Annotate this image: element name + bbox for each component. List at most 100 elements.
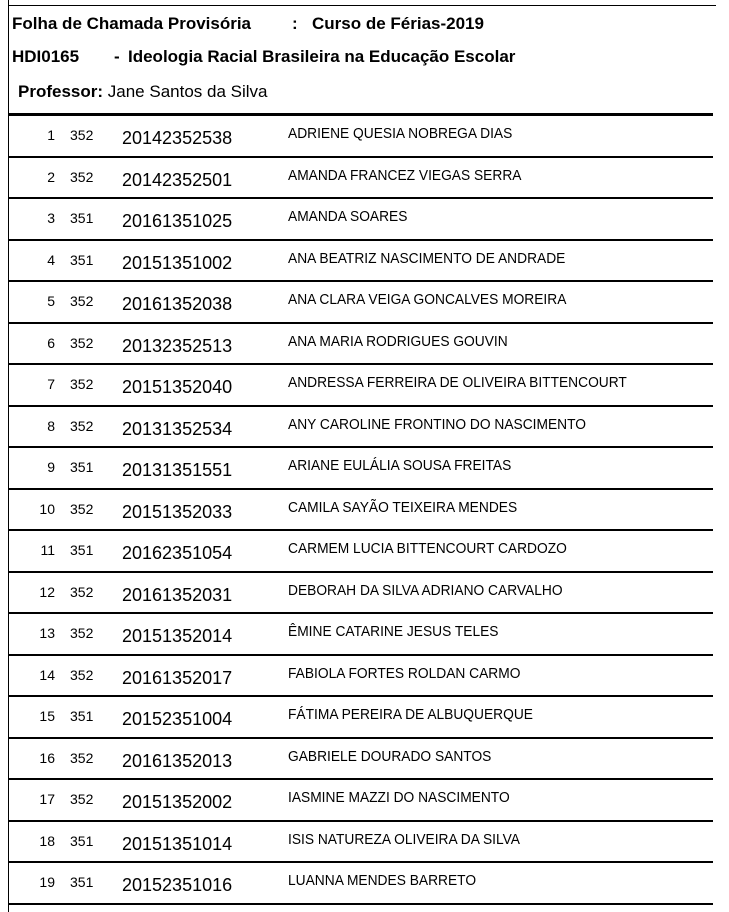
student-number: 19 [39, 874, 55, 890]
class-code: 351 [70, 210, 94, 226]
student-number: 1 [47, 127, 55, 143]
class-code: 352 [70, 293, 94, 309]
student-name: ANA BEATRIZ NASCIMENTO DE ANDRADE [288, 250, 566, 267]
student-row: 16 352 20161352013 GABRIELE DOURADO SANTOS [8, 739, 713, 780]
student-number: 10 [39, 500, 55, 517]
student-number: 8 [47, 417, 55, 434]
registration-number: 20152351004 [122, 709, 233, 729]
class-code: 351 [70, 459, 94, 475]
student-number: 13 [39, 625, 55, 641]
student-name: ANY CAROLINE FRONTINO DO NASCIMENTO [288, 416, 586, 433]
student-name: ANDRESSA FERREIRA DE OLIVEIRA BITTENCOUR… [288, 375, 627, 391]
student-number: 7 [47, 376, 55, 392]
student-row: 9 351 20131351551 ARIANE EULÁLIA SOUSA FREI… [8, 448, 713, 490]
registration-number: 20151351002 [122, 252, 233, 273]
title-separator: : [292, 14, 298, 33]
student-row: 8 352 20131352534 ANY CAROLINE FRONTINO DO … [8, 407, 713, 448]
student-row: 1 352 20142352538 ADRIENE QUESIA NOBREGA DI… [8, 116, 713, 158]
student-row: 14 352 20161352017 FABIOLA FORTES ROLDAN CA… [8, 656, 713, 697]
student-name: AMANDA SOARES [288, 209, 408, 225]
header-divider [8, 113, 713, 116]
subject-dash: - [114, 47, 120, 66]
student-name: IASMINE MAZZI DO NASCIMENTO [288, 790, 510, 806]
student-number: 4 [47, 251, 55, 268]
registration-number: 20151352002 [122, 792, 233, 812]
subject-name: Ideologia Racial Brasileira na Educação … [128, 47, 516, 66]
registration-number: 20142352501 [122, 169, 233, 190]
registration-number: 20131351551 [122, 460, 233, 480]
registration-number: 20151352014 [122, 626, 233, 646]
student-list: 1 352 20142352538 ADRIENE QUESIA NOBREGA DI… [8, 116, 713, 905]
professor-label: Professor: [18, 82, 104, 101]
course-name: Curso de Férias-2019 [312, 14, 484, 33]
class-code: 352 [70, 749, 94, 766]
student-number: 17 [39, 791, 55, 807]
class-code: 352 [70, 168, 94, 185]
class-code: 352 [70, 417, 94, 434]
student-name: ANA MARIA RODRIGUES GOUVIN [288, 333, 508, 350]
student-number: 15 [39, 708, 55, 724]
class-code: 351 [70, 542, 94, 558]
registration-number: 20152351016 [122, 875, 233, 895]
class-code: 352 [70, 376, 94, 392]
registration-number: 20161352038 [122, 294, 233, 314]
professor-name: Jane Santos da Silva [107, 82, 268, 101]
registration-number: 20161351025 [122, 211, 233, 231]
registration-number: 20161352031 [122, 584, 233, 605]
student-name: GABRIELE DOURADO SANTOS [288, 748, 492, 765]
registration-number: 20132352513 [122, 335, 233, 356]
student-name: DEBORAH DA SILVA ADRIANO CARVALHO [288, 582, 563, 599]
subject-code: HDI0165 [12, 47, 80, 66]
student-row: 10 352 20151352033 CAMILA SAYÃO TEIXEIRA ME… [8, 490, 713, 531]
student-row: 15 351 20152351004 FÁTIMA PEREIRA DE ALBUQU… [8, 697, 713, 739]
student-number: 12 [39, 583, 55, 600]
class-code: 351 [70, 251, 94, 268]
student-row: 3 351 20161351025 AMANDA SOARES [8, 199, 713, 241]
student-name: ISIS NATUREZA OLIVEIRA DA SILVA [288, 831, 520, 848]
class-code: 352 [70, 625, 94, 641]
registration-number: 20151352040 [122, 377, 233, 397]
registration-number: 20151351014 [122, 833, 233, 854]
class-code: 352 [70, 583, 94, 600]
class-code: 352 [70, 500, 94, 517]
class-code: 352 [70, 127, 94, 143]
student-name: CAMILA SAYÃO TEIXEIRA MENDES [288, 499, 518, 516]
left-border [8, 0, 9, 912]
student-row: 5 352 20161352038 ANA CLARA VEIGA GONCALVES… [8, 282, 713, 324]
registration-number: 20161352013 [122, 750, 233, 771]
student-row: 6 352 20132352513 ANA MARIA RODRIGUES GOUVI… [8, 324, 713, 365]
student-name: LUANNA MENDES BARRETO [288, 873, 477, 889]
student-number: 14 [39, 666, 55, 683]
registration-number: 20162351054 [122, 543, 233, 563]
student-number: 11 [40, 542, 55, 558]
student-number: 6 [47, 334, 55, 351]
student-row: 18 351 20151351014 ISIS NATUREZA OLIVEIRA D… [8, 822, 713, 863]
class-code: 352 [70, 791, 94, 807]
student-number: 2 [47, 168, 55, 185]
student-name: ANA CLARA VEIGA GONCALVES MOREIRA [288, 292, 567, 308]
class-code: 351 [70, 708, 94, 724]
student-row: 11 351 20162351054 CARMEM LUCIA BITTENCOURT… [8, 531, 713, 573]
student-number: 16 [39, 749, 55, 766]
student-name: ADRIENE QUESIA NOBREGA DIAS [288, 126, 513, 142]
student-row: 13 352 20151352014 ÊMINE CATARINE JESUS TEL… [8, 614, 713, 656]
student-number: 18 [39, 832, 55, 849]
student-row: 12 352 20161352031 DEBORAH DA SILVA ADRIANO… [8, 573, 713, 614]
student-name: AMANDA FRANCEZ VIEGAS SERRA [288, 167, 522, 184]
student-number: 3 [47, 210, 55, 226]
professor-line: Professor: Jane Santos da Silva [18, 82, 267, 102]
student-name: FABIOLA FORTES ROLDAN CARMO [288, 665, 521, 682]
student-name: ARIANE EULÁLIA SOUSA FREITAS [288, 458, 512, 474]
class-code: 352 [70, 334, 94, 351]
student-number: 9 [47, 459, 55, 475]
student-row: 4 351 20151351002 ANA BEATRIZ NASCIMENTO DE… [8, 241, 713, 282]
top-border [8, 5, 716, 6]
student-row: 17 352 20151352002 IASMINE MAZZI DO NASCIME… [8, 780, 713, 822]
registration-number: 20161352017 [122, 667, 233, 688]
sheet-title: Folha de Chamada Provisória [12, 14, 252, 33]
class-code: 352 [70, 666, 94, 683]
student-row: 2 352 20142352501 AMANDA FRANCEZ VIEGAS SER… [8, 158, 713, 199]
student-number: 5 [47, 293, 55, 309]
student-row: 7 352 20151352040 ANDRESSA FERREIRA DE OLIV… [8, 365, 713, 407]
student-name: FÁTIMA PEREIRA DE ALBUQUERQUE [288, 707, 533, 723]
